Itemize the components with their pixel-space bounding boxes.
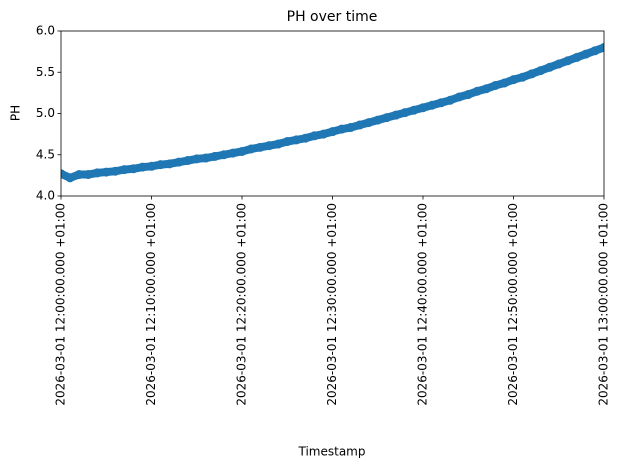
data-point bbox=[391, 110, 401, 120]
data-point bbox=[364, 118, 374, 128]
data-point bbox=[436, 98, 446, 108]
data-point bbox=[128, 164, 138, 174]
data-point bbox=[418, 103, 428, 113]
data-point bbox=[101, 167, 111, 177]
chart-title: PH over time bbox=[287, 9, 378, 25]
data-point bbox=[346, 123, 356, 133]
data-point bbox=[219, 150, 229, 160]
data-point bbox=[110, 166, 120, 176]
x-tick-label: 2026-03-01 12:10:00.000 +01:00 bbox=[144, 203, 158, 406]
data-point bbox=[309, 131, 319, 141]
data-point bbox=[400, 108, 410, 118]
data-point bbox=[518, 72, 528, 82]
x-tick-label: 2026-03-01 12:30:00.000 +01:00 bbox=[325, 203, 339, 406]
data-point bbox=[237, 146, 247, 156]
data-point bbox=[291, 135, 301, 145]
data-point bbox=[563, 56, 573, 66]
data-point bbox=[92, 168, 102, 178]
data-point bbox=[255, 142, 265, 152]
data-point bbox=[156, 160, 166, 170]
data-point bbox=[174, 157, 184, 167]
data-point bbox=[61, 169, 66, 179]
data-point bbox=[481, 84, 491, 94]
y-tick-label: 6.0 bbox=[36, 24, 55, 38]
data-point bbox=[147, 161, 156, 171]
data-point bbox=[355, 120, 365, 130]
data-point bbox=[83, 170, 93, 180]
data-point bbox=[337, 124, 347, 134]
data-point bbox=[192, 154, 202, 164]
x-tick-label: 2026-03-01 12:40:00.000 +01:00 bbox=[416, 203, 430, 406]
plot-area bbox=[61, 43, 604, 183]
data-point bbox=[264, 141, 274, 151]
trend-band bbox=[61, 43, 604, 182]
data-point bbox=[545, 62, 555, 72]
x-axis-label: Timestamp bbox=[298, 445, 366, 459]
data-point bbox=[273, 139, 283, 149]
y-axis-label: PH bbox=[9, 105, 23, 121]
data-point bbox=[119, 165, 129, 175]
data-point bbox=[300, 133, 310, 143]
data-point bbox=[527, 69, 537, 79]
data-point bbox=[590, 46, 600, 56]
y-tick-label: 4.0 bbox=[36, 189, 55, 203]
data-point bbox=[282, 137, 292, 147]
data-point bbox=[509, 75, 518, 85]
data-point bbox=[554, 59, 564, 69]
data-point bbox=[536, 66, 546, 76]
x-tick-label: 2026-03-01 12:50:00.000 +01:00 bbox=[506, 203, 520, 406]
data-point bbox=[373, 115, 383, 125]
data-point bbox=[328, 127, 337, 137]
data-point bbox=[472, 86, 482, 96]
data-point bbox=[183, 156, 193, 166]
data-point bbox=[210, 151, 220, 161]
data-point bbox=[165, 159, 175, 169]
data-point bbox=[581, 49, 591, 59]
data-point bbox=[137, 162, 147, 172]
data-point bbox=[499, 78, 509, 88]
data-point bbox=[490, 80, 500, 90]
data-point bbox=[201, 153, 211, 163]
data-point bbox=[65, 173, 75, 183]
x-tick-label: 2026-03-01 12:20:00.000 +01:00 bbox=[235, 203, 249, 406]
data-point bbox=[318, 129, 328, 139]
data-point bbox=[382, 113, 392, 123]
x-tick-label: 2026-03-01 12:00:00.000 +01:00 bbox=[54, 203, 68, 406]
data-point bbox=[463, 90, 473, 100]
data-point bbox=[445, 95, 455, 105]
data-point bbox=[246, 144, 256, 154]
data-point bbox=[74, 170, 84, 180]
data-point bbox=[454, 92, 464, 102]
data-point bbox=[572, 52, 582, 62]
data-point bbox=[228, 148, 238, 158]
y-tick-label: 5.0 bbox=[36, 106, 55, 120]
y-tick-label: 5.5 bbox=[36, 65, 55, 79]
x-tick-label: 2026-03-01 13:00:00.000 +01:00 bbox=[597, 203, 611, 406]
data-point bbox=[599, 43, 604, 52]
data-point bbox=[427, 100, 437, 110]
data-point bbox=[409, 105, 419, 115]
y-tick-label: 4.5 bbox=[36, 147, 55, 161]
